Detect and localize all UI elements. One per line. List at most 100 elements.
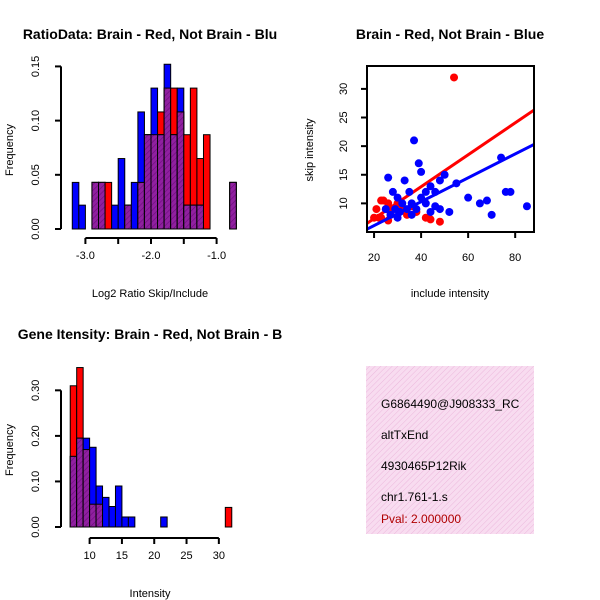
scatter-fit-line-not-brain	[367, 143, 534, 231]
scatter-point-not-brain	[400, 176, 409, 185]
scatter-fit-line-brain	[367, 108, 534, 225]
intensity-overlap-bar	[89, 503, 97, 528]
scatter-point-not-brain	[405, 187, 414, 196]
scatter-y-tick-label: 15	[338, 169, 350, 181]
ratio-not-brain-bar	[71, 181, 80, 230]
intensity-histogram-xlabel: Intensity	[130, 588, 171, 600]
intensity-x-tick-label: 20	[148, 550, 160, 562]
intensity-not-brain-bar	[160, 516, 168, 528]
intensity-y-tick-label: 0.00	[30, 516, 42, 537]
intensity-not-brain-bar	[121, 516, 129, 528]
intensity-y-tick-label: 0.30	[30, 380, 42, 401]
ratio-brain-bar	[104, 181, 113, 230]
scatter-xlabel: include intensity	[411, 288, 490, 300]
ratio-overlap-bar	[196, 204, 204, 230]
scatter-plot-frame	[366, 65, 535, 233]
ratio-overlap-bar	[91, 181, 100, 230]
ratio-not-brain-bar	[111, 204, 119, 230]
scatter-panel: Brain - Red, Not Brain - Blue 20 40 60 80 10…	[304, 26, 544, 300]
ratio-overlap-bar	[157, 134, 165, 230]
scatter-point-not-brain	[417, 167, 426, 176]
ratio-brain-bar	[202, 134, 211, 230]
info-pval: Pval: 2.000000	[381, 512, 461, 526]
ratio-overlap-bar	[124, 204, 132, 230]
intensity-y-tick-label: 0.20	[30, 425, 42, 446]
scatter-point-brain	[450, 73, 459, 82]
scatter-point-brain	[372, 205, 381, 214]
intensity-histogram-bars	[69, 367, 233, 528]
scatter-point-not-brain	[464, 193, 473, 202]
scatter-point-not-brain	[412, 205, 421, 214]
intensity-x-tick-label: 15	[116, 550, 128, 562]
scatter-x-tick-label: 20	[368, 252, 380, 264]
intensity-not-brain-bar	[102, 496, 110, 528]
ratio-overlap-bar	[170, 134, 178, 230]
intensity-y-tick-label: 0.10	[30, 471, 42, 492]
intensity-overlap-bar	[69, 455, 78, 528]
intensity-overlap-bar	[82, 449, 91, 528]
info-gene-name: 4930465P12Rik	[381, 459, 467, 473]
intensity-not-brain-bar	[108, 506, 116, 528]
ratio-overlap-bar	[176, 111, 185, 230]
intensity-x-tick-label: 10	[83, 550, 95, 562]
scatter-x-tick-label: 80	[509, 252, 521, 264]
ratio-y-tick-label: 0.05	[30, 164, 42, 185]
scatter-point-not-brain	[475, 199, 484, 208]
scatter-point-brain	[426, 215, 435, 224]
ratio-not-brain-bar	[117, 158, 126, 230]
scatter-point-not-brain	[421, 187, 430, 196]
ratio-overlap-bar	[150, 134, 159, 230]
intensity-x-tick-label: 25	[180, 550, 192, 562]
scatter-y-tick-label: 25	[338, 111, 350, 123]
scatter-point-not-brain	[487, 210, 496, 219]
intensity-histogram-axes: 0.00 0.10 0.20 0.30 10 15 20 25 30	[30, 380, 225, 562]
ratio-histogram-axes: 0.00 0.05 0.10 0.15 -3.0 -2.0 -1.0	[30, 56, 226, 262]
ratio-overlap-bar	[98, 181, 106, 230]
intensity-histogram-title: Gene Itensity: Brain - Red, Not Brain - …	[18, 326, 282, 342]
intensity-overlap-bar	[95, 503, 104, 528]
scatter-point-not-brain	[435, 176, 444, 185]
intensity-histogram-panel: Gene Itensity: Brain - Red, Not Brain - …	[4, 326, 282, 600]
intensity-x-tick-label: 30	[213, 550, 225, 562]
scatter-point-not-brain	[445, 207, 454, 216]
ratio-overlap-bar	[163, 87, 172, 230]
ratio-overlap-bar	[183, 204, 191, 230]
ratio-overlap-bar	[229, 181, 237, 230]
ratio-histogram-title: RatioData: Brain - Red, Not Brain - Blu	[23, 26, 277, 42]
info-event-type: altTxEnd	[381, 428, 428, 442]
scatter-point-not-brain	[414, 159, 423, 168]
scatter-marks	[367, 73, 534, 231]
scatter-point-brain	[435, 217, 444, 226]
ratio-histogram-ylabel: Frequency	[4, 124, 16, 176]
scatter-point-not-brain	[384, 173, 393, 182]
scatter-ylabel: skip intensity	[304, 118, 316, 181]
scatter-y-tick-label: 30	[338, 83, 350, 95]
scatter-point-not-brain	[440, 170, 449, 179]
scatter-point-not-brain	[426, 207, 435, 216]
scatter-point-not-brain	[381, 205, 390, 214]
ratio-histogram-bars	[71, 63, 237, 230]
ratio-overlap-bar	[143, 134, 152, 230]
scatter-x-tick-label: 40	[415, 252, 427, 264]
ratio-histogram-panel: RatioData: Brain - Red, Not Brain - Blu …	[4, 26, 277, 300]
ratio-x-tick-label: -3.0	[76, 250, 95, 262]
info-panel-background	[366, 366, 534, 534]
info-location: chr1.761-1.s	[381, 490, 448, 504]
scatter-axes: 20 40 60 80 10 15 20 25 30	[338, 65, 535, 264]
scatter-point-not-brain	[482, 196, 491, 205]
info-probe-id: G6864490@J908333_RC	[381, 397, 520, 411]
scatter-point-not-brain	[410, 136, 419, 145]
scatter-point-not-brain	[506, 187, 515, 196]
ratio-y-tick-label: 0.15	[30, 56, 42, 77]
ratio-x-tick-label: -2.0	[142, 250, 161, 262]
scatter-title: Brain - Red, Not Brain - Blue	[356, 26, 544, 42]
ratio-x-tick-label: -1.0	[207, 250, 226, 262]
ratio-overlap-bar	[137, 181, 145, 230]
scatter-point-not-brain	[393, 193, 402, 202]
intensity-brain-bar	[224, 506, 233, 528]
ratio-y-tick-label: 0.10	[30, 110, 42, 131]
scatter-point-not-brain	[388, 187, 397, 196]
intensity-not-brain-bar	[127, 516, 136, 528]
intensity-histogram-ylabel: Frequency	[4, 424, 16, 476]
